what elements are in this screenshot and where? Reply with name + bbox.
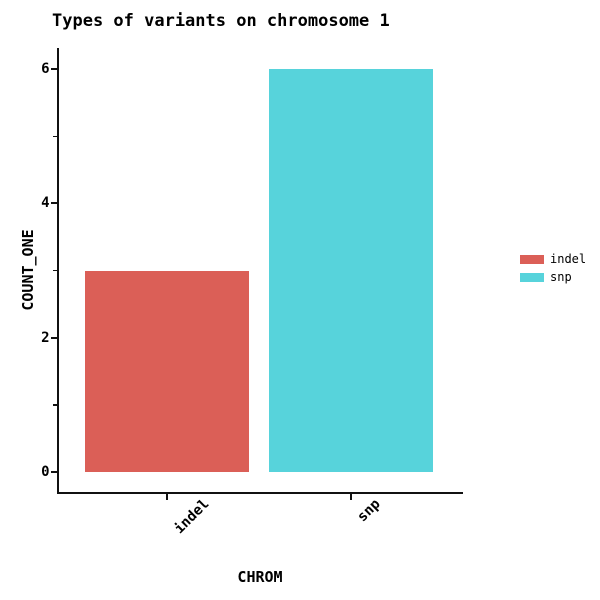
legend: indel snp xyxy=(520,253,586,283)
legend-entry-indel: indel xyxy=(520,253,586,265)
y-minor-tick xyxy=(53,404,57,406)
bar-snp xyxy=(268,69,433,473)
y-major-tick xyxy=(50,471,57,474)
x-axis-label: CHROM xyxy=(237,568,283,586)
y-tick-label: 2 xyxy=(41,329,50,346)
chart-title: Types of variants on chromosome 1 xyxy=(52,11,390,31)
y-major-tick xyxy=(50,336,57,339)
legend-swatch xyxy=(520,254,544,264)
y-axis-label: COUNT_ONE xyxy=(19,229,37,311)
y-minor-tick xyxy=(53,135,57,137)
x-tick-label-indel: indel xyxy=(171,496,213,538)
x-major-tick xyxy=(349,494,352,500)
y-tick-label: 4 xyxy=(41,195,50,212)
bar-indel xyxy=(85,270,249,473)
y-tick-label: 6 xyxy=(41,61,50,77)
y-major-tick xyxy=(50,68,57,70)
x-axis-line xyxy=(56,492,463,494)
y-major-tick xyxy=(50,202,57,205)
legend-label: snp xyxy=(550,270,572,284)
x-major-tick xyxy=(166,494,168,500)
legend-swatch xyxy=(520,272,544,282)
y-axis-line xyxy=(56,48,59,494)
legend-entry-snp: snp xyxy=(520,271,586,283)
y-minor-tick xyxy=(53,270,57,272)
y-tick-label: 0 xyxy=(41,464,50,481)
x-tick-label-snp: snp xyxy=(354,496,384,526)
legend-label: indel xyxy=(550,252,587,266)
